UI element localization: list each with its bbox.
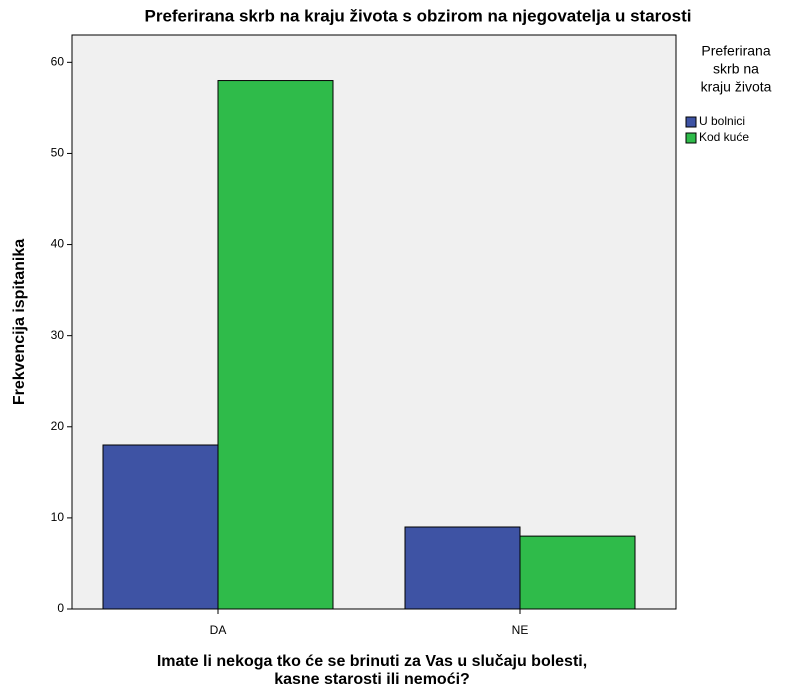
x-tick-label: NE	[512, 623, 529, 637]
chart-title: Preferirana skrb na kraju života s obzir…	[144, 6, 691, 25]
legend-title: skrb na	[713, 61, 759, 77]
x-axis-title: kasne starosti ili nemoći?	[274, 671, 470, 688]
x-tick-label: DA	[210, 623, 227, 637]
y-tick-label: 20	[51, 419, 65, 433]
y-tick-label: 30	[51, 328, 65, 342]
legend-title: kraju života	[701, 79, 772, 95]
bar	[404, 526, 521, 610]
y-tick-label: 10	[51, 510, 65, 524]
legend-label: Kod kuće	[699, 130, 749, 144]
bar	[102, 444, 219, 610]
y-tick-label: 40	[51, 237, 65, 251]
legend-title: Preferirana	[701, 43, 770, 59]
bar	[519, 535, 636, 610]
legend-swatch	[685, 132, 697, 144]
legend-swatch	[685, 116, 697, 128]
y-tick-label: 60	[51, 55, 65, 69]
y-tick-label: 50	[51, 146, 65, 160]
x-axis-title: Imate li nekoga tko će se brinuti za Vas…	[157, 653, 587, 670]
legend-label: U bolnici	[699, 114, 745, 128]
y-axis-title: Frekvencija ispitanika	[11, 239, 28, 405]
bar	[217, 80, 334, 610]
y-tick-label: 0	[57, 601, 64, 615]
